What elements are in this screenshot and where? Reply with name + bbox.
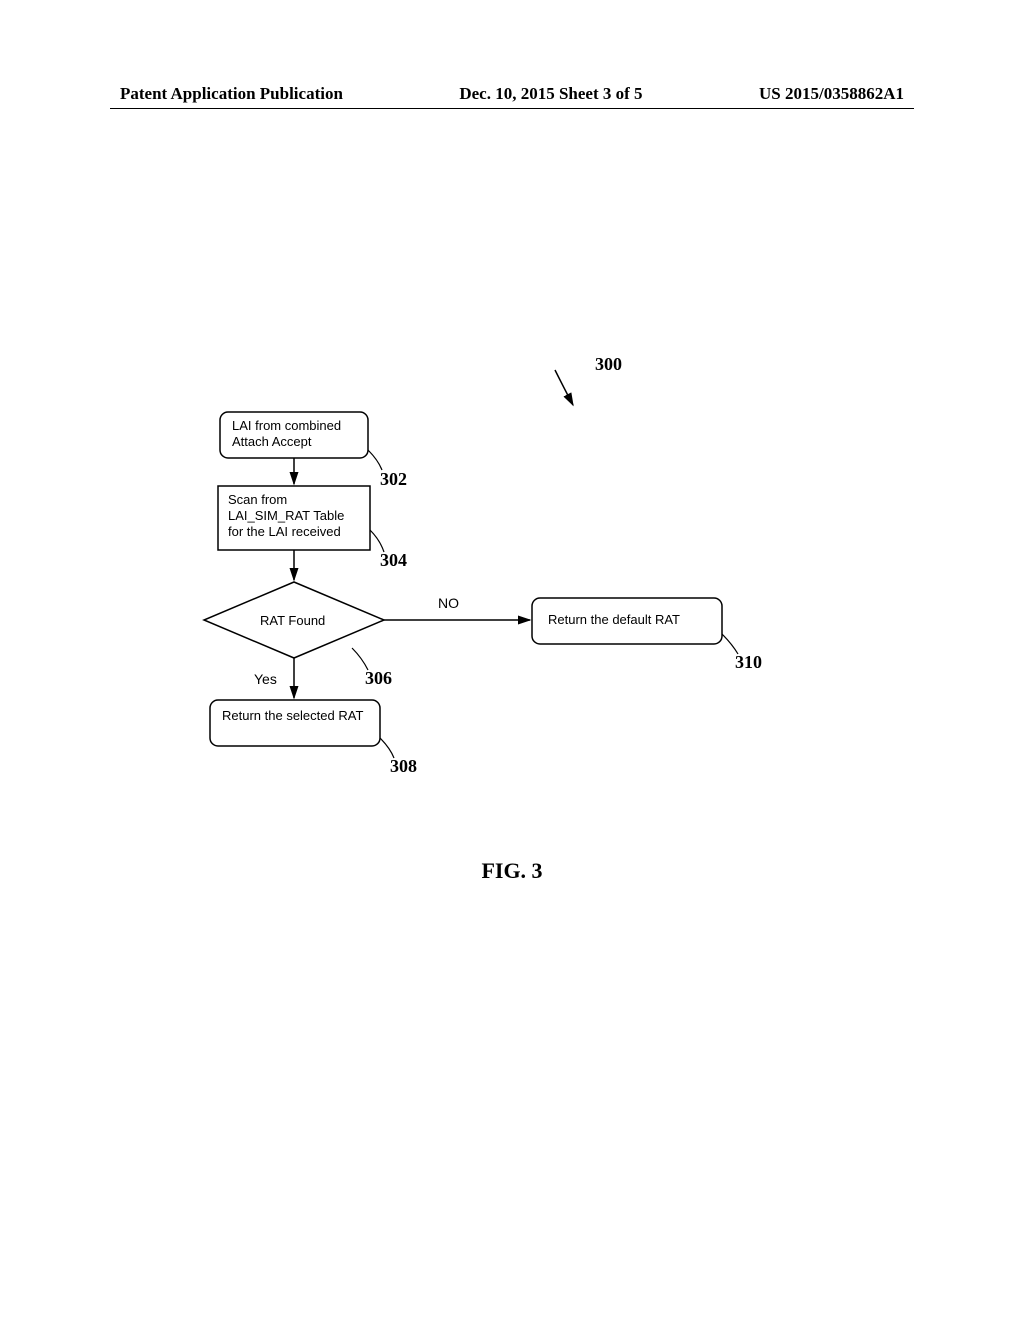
edge-306-310: NO	[384, 595, 530, 620]
node-306-text: RAT Found	[260, 613, 325, 628]
edge-306-308: Yes	[254, 658, 294, 698]
node-304-line3: for the LAI received	[228, 524, 341, 539]
node-310: Return the default RAT 310	[532, 598, 762, 672]
node-304-line2: LAI_SIM_RAT Table	[228, 508, 344, 523]
ref-310: 310	[735, 652, 762, 672]
node-308-text: Return the selected RAT	[222, 708, 363, 723]
node-302-line2: Attach Accept	[232, 434, 312, 449]
edge-yes-label: Yes	[254, 671, 277, 687]
node-302: LAI from combined Attach Accept 302	[220, 412, 407, 489]
node-304: Scan from LAI_SIM_RAT Table for the LAI …	[218, 486, 407, 570]
ref-302: 302	[380, 469, 407, 489]
flowchart-diagram: 300 LAI from combined Attach Accept 302 …	[0, 0, 1024, 1320]
node-304-line1: Scan from	[228, 492, 287, 507]
edge-no-label: NO	[438, 595, 459, 611]
ref-arrow-300: 300	[555, 354, 622, 405]
node-310-text: Return the default RAT	[548, 612, 680, 627]
ref-300: 300	[595, 354, 622, 374]
ref-306: 306	[365, 668, 392, 688]
node-302-line1: LAI from combined	[232, 418, 341, 433]
ref-308: 308	[390, 756, 417, 776]
node-306: RAT Found 306	[204, 582, 392, 688]
node-308: Return the selected RAT 308	[210, 700, 417, 776]
figure-caption: FIG. 3	[0, 858, 1024, 884]
ref-304: 304	[380, 550, 407, 570]
